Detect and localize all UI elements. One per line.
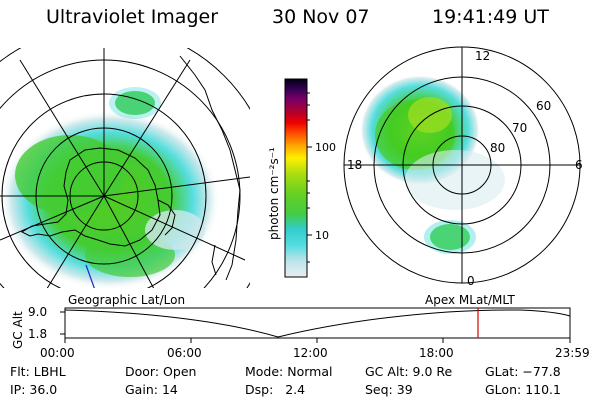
altitude-ytick-high: 9.0 [28,305,47,319]
mlat-label-80: 80 [490,141,505,155]
mlat-label-70: 70 [512,121,527,135]
colorbar: 100 10 photon cm⁻²s⁻¹ [267,78,336,278]
terminator-line [85,264,95,288]
mlt-label-6: 6 [575,158,583,172]
colorbar-label: photon cm⁻²s⁻¹ [267,147,281,240]
altitude-plot: GC Alt 9.0 1.8 00:00 06:00 12:00 18:00 2… [11,305,590,360]
mlt-label-0: 0 [467,274,475,288]
aurora-blob [115,91,155,115]
info-filter: Flt: LBHL [10,364,66,379]
time-tick-1200: 12:00 [293,346,328,360]
info-seq: Seq: 39 [365,382,413,397]
time-tick-1800: 18:00 [419,346,454,360]
info-glon: GLon: 110.1 [485,382,561,397]
aurora-blob-lower [430,224,470,250]
time-tick-2359: 23:59 [555,346,590,360]
left-panel-caption: Geographic Lat/Lon [68,293,185,307]
mlt-lines [344,47,580,283]
mlat-label-60: 60 [536,99,551,113]
info-ip: IP: 36.0 [10,382,58,397]
altitude-time-ticks [60,311,571,343]
time-label: 19:41:49 UT [432,6,549,28]
mlt-label-12: 12 [475,49,490,63]
altitude-curve [64,309,571,338]
longitude-lines [0,48,250,288]
altitude-ylabel: GC Alt [11,311,25,349]
coastline [20,55,241,281]
info-gc-alt: GC Alt: 9.0 Re [365,364,453,379]
instrument-title: Ultraviolet Imager [46,6,219,28]
date-label: 30 Nov 07 [272,6,370,28]
colorbar-tick-100: 100 [315,141,336,154]
colorbar-ticks [307,92,312,263]
time-tick-0600: 06:00 [167,346,202,360]
colorbar-tick-10: 10 [315,229,329,242]
time-tick-0000: 00:00 [40,346,75,360]
info-dsp: Dsp: 2.4 [245,382,306,397]
altitude-plot-frame [64,307,571,339]
info-door: Door: Open [125,364,197,379]
altitude-ytick-low: 1.8 [28,327,47,341]
magnetic-polar-panel: 12 18 6 0 60 70 80 [343,46,583,288]
mlt-label-18: 18 [347,158,362,172]
right-panel-caption: Apex MLat/MLT [425,293,515,307]
info-glat: GLat: −77.8 [485,364,561,379]
geographic-map-panel [0,48,250,288]
info-gain: Gain: 14 [125,382,178,397]
info-mode: Mode: Normal [245,364,333,379]
